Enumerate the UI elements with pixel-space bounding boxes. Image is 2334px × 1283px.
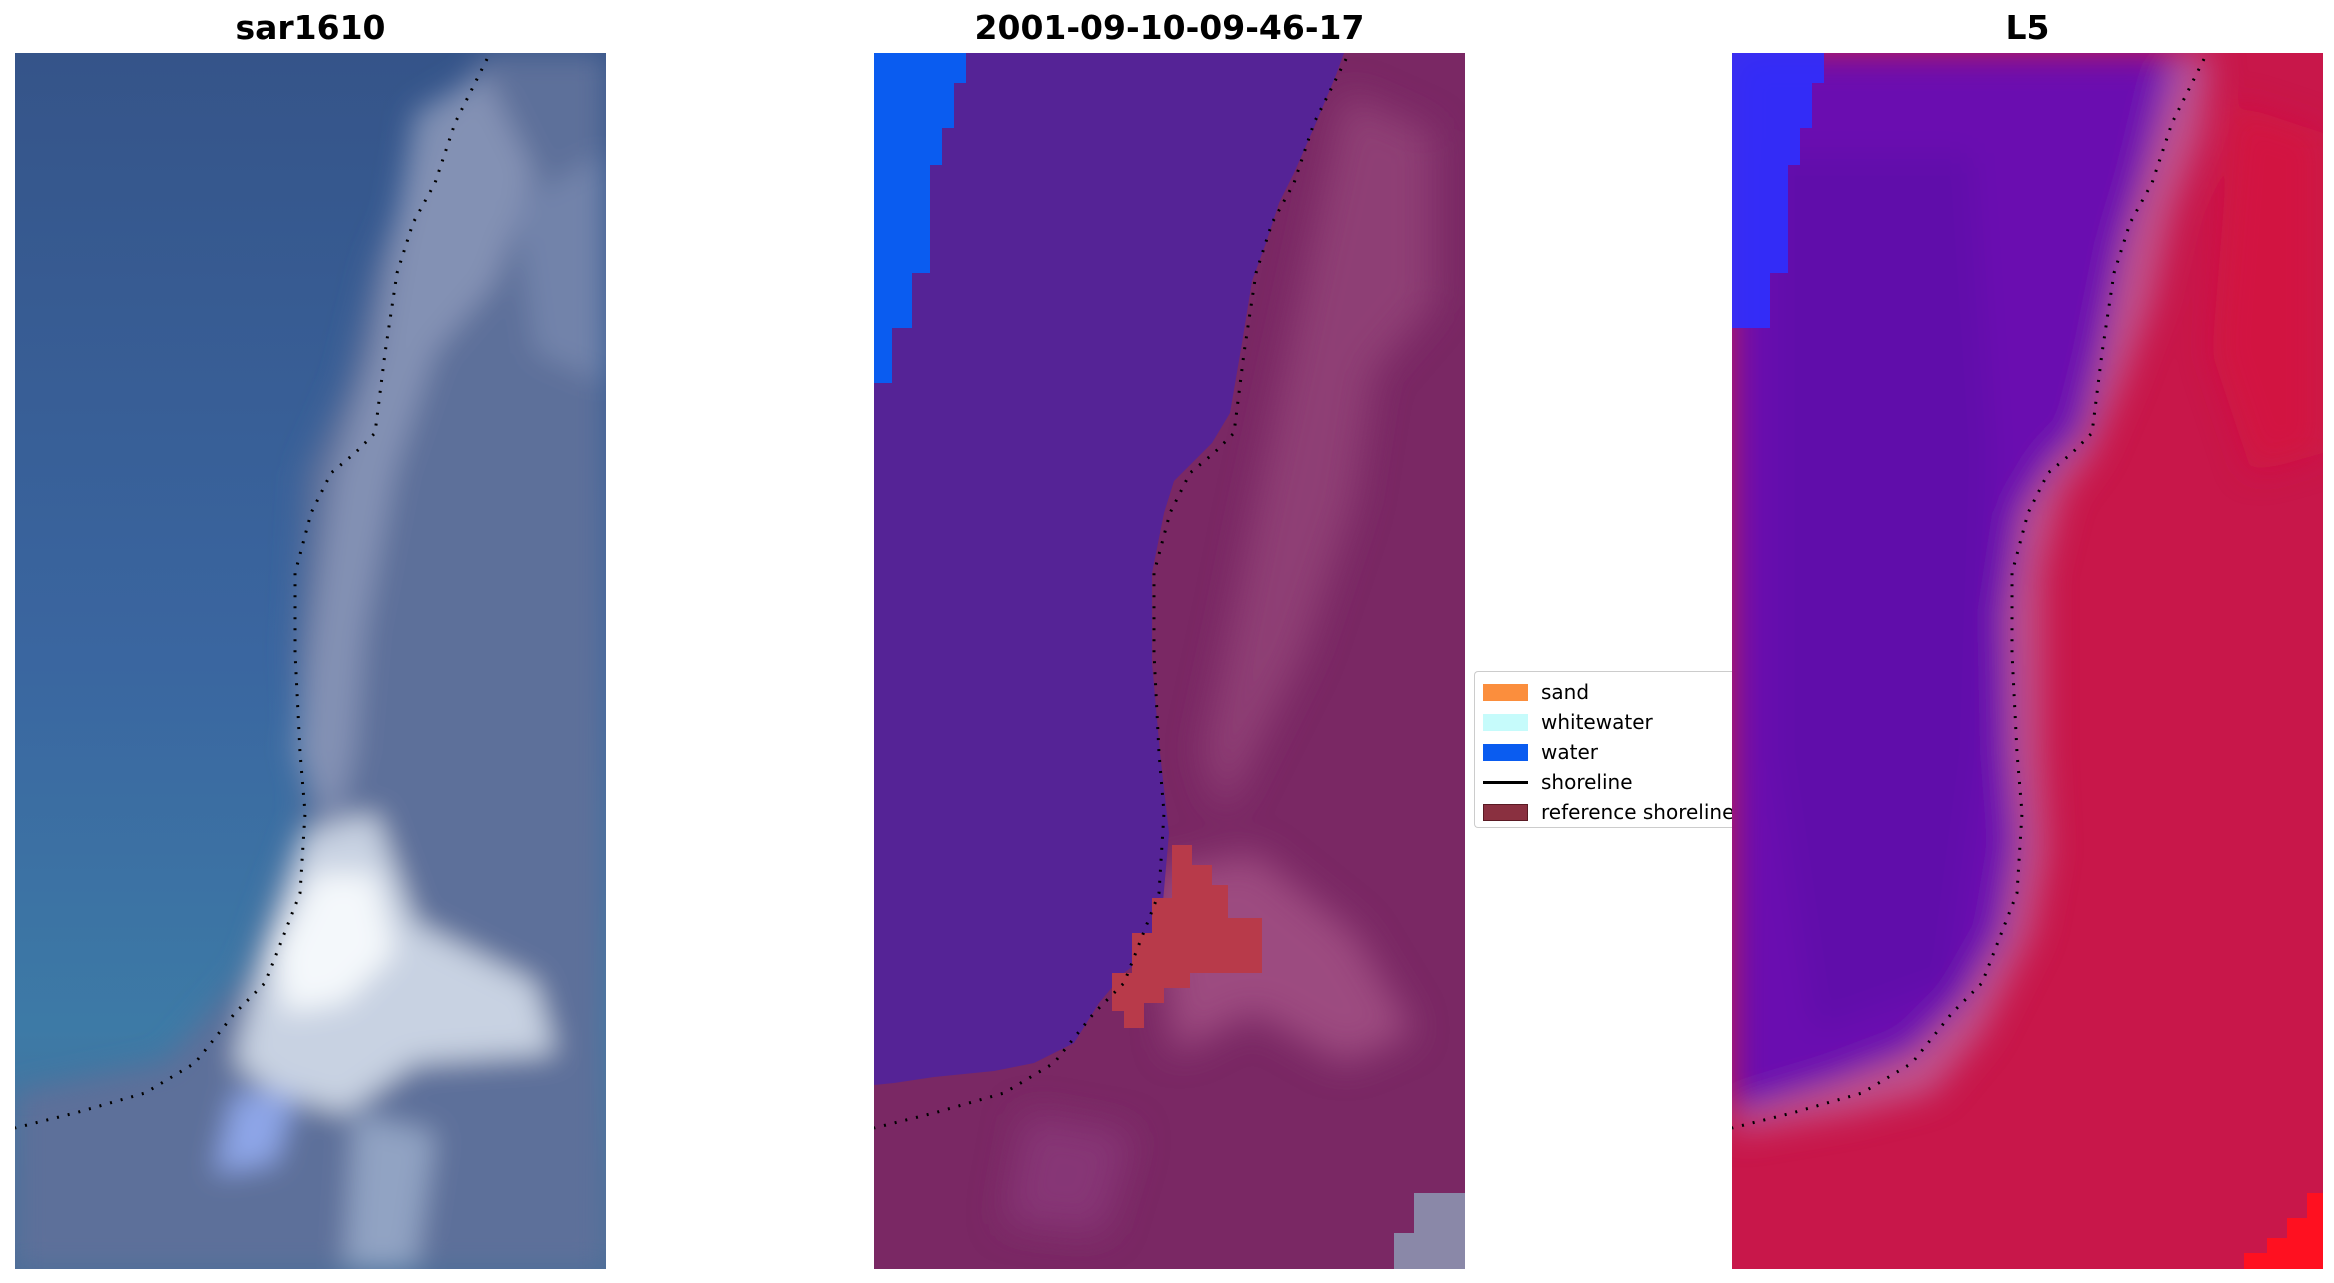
pure-water-patch <box>1732 53 1824 328</box>
legend-label-shoreline: shoreline <box>1541 770 1633 794</box>
index-panel <box>1732 53 2323 1269</box>
legend-label-whitewater: whitewater <box>1541 710 1653 734</box>
legend-item-sand: sand <box>1475 676 1732 706</box>
legend-item-water: water <box>1475 736 1732 766</box>
panel-title-index: L5 <box>2005 8 2050 47</box>
legend-label-sand: sand <box>1541 680 1590 704</box>
legend-swatch-whitewater <box>1483 714 1528 731</box>
legend-label-water: water <box>1541 740 1598 764</box>
legend: sand whitewater water shoreline referenc… <box>1474 671 1732 828</box>
legend-item-reference-shoreline: reference shoreline <box>1475 796 1732 826</box>
index-image <box>1732 53 2323 1269</box>
edge-patch <box>2244 1193 2323 1269</box>
legend-item-whitewater: whitewater <box>1475 706 1732 736</box>
panel-title-rgb: sar1610 <box>235 8 386 47</box>
rgb-image-panel <box>15 53 606 1269</box>
legend-label-reference-shoreline: reference shoreline <box>1541 800 1732 824</box>
water-region <box>874 53 1344 1085</box>
legend-swatch-water <box>1483 744 1528 761</box>
classification-image <box>874 53 1465 1269</box>
pure-water-region <box>874 53 966 383</box>
panel-title-classification: 2001-09-10-09-46-17 <box>974 8 1365 47</box>
reference-shoreline-patch <box>1112 845 1262 1028</box>
legend-line-shoreline <box>1483 781 1528 784</box>
legend-item-shoreline: shoreline <box>1475 766 1732 796</box>
legend-swatch-sand <box>1483 684 1528 701</box>
legend-swatch-reference-shoreline <box>1483 804 1528 821</box>
rgb-image <box>15 53 606 1269</box>
classification-panel <box>874 53 1465 1269</box>
